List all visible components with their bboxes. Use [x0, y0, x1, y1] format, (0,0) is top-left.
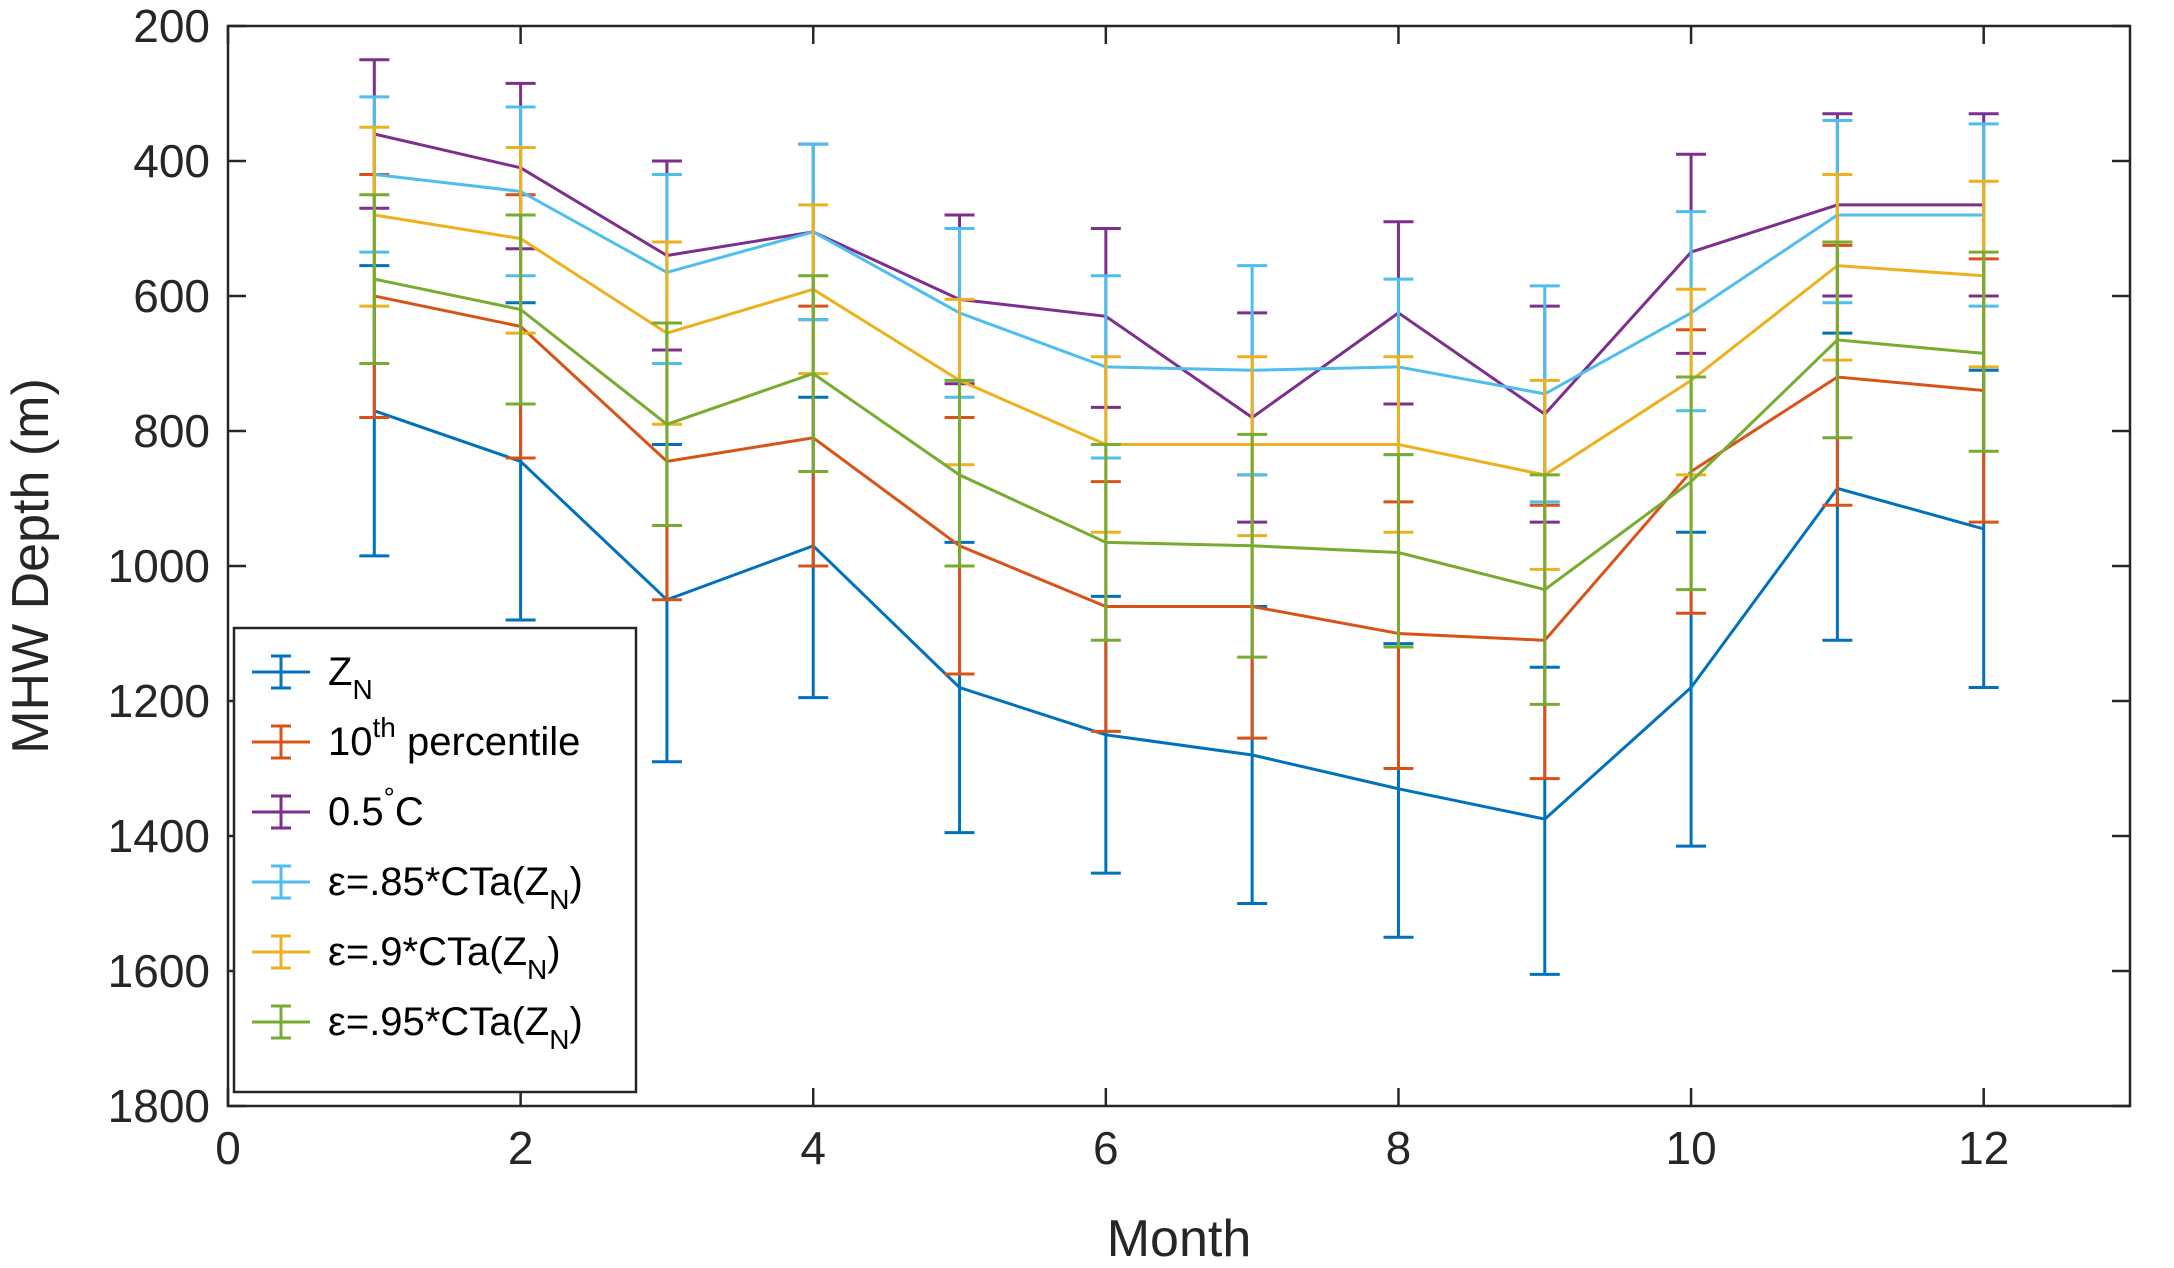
legend-label: ZN: [328, 650, 373, 705]
legend-label: ε=.9*CTa(ZN): [328, 930, 561, 985]
series-3: [359, 95, 1999, 504]
y-tick-label: 200: [133, 0, 210, 52]
legend-subscript: N: [352, 674, 372, 705]
x-tick-label: 10: [1665, 1122, 1716, 1174]
error-bar: [944, 378, 975, 568]
legend-entry: 10th percentile: [252, 712, 580, 764]
legend-superscript: °: [384, 782, 395, 813]
legend-entry: ZN: [252, 650, 373, 705]
x-tick-label: 12: [1958, 1122, 2009, 1174]
legend-label: ε=.95*CTa(ZN): [328, 1000, 583, 1055]
y-tick-label: 1400: [108, 810, 210, 862]
error-bar: [505, 213, 536, 406]
legend-entry: ε=.85*CTa(ZN): [252, 860, 583, 915]
legend-label: 10th percentile: [328, 712, 580, 764]
x-tick-label: 6: [1093, 1122, 1119, 1174]
y-tick-label: 400: [133, 135, 210, 187]
plot-area: [359, 58, 1999, 976]
legend-subscript: N: [549, 884, 569, 915]
error-bar: [1968, 250, 1999, 453]
error-bar: [1383, 453, 1414, 649]
legend-box: [232, 626, 638, 1094]
legend-subscript: N: [549, 1024, 569, 1055]
x-tick-label: 2: [508, 1122, 534, 1174]
series-5: [359, 193, 1999, 706]
legend: ZN 10th percentile 0.5°C ε=.85*CTa(ZN) ε=.9*…: [232, 626, 638, 1094]
error-bar: [1529, 473, 1560, 706]
y-tick-label: 600: [133, 270, 210, 322]
series-line: [373, 294, 1984, 642]
series-line: [373, 132, 1984, 420]
series-line: [373, 409, 1985, 821]
series-4: [359, 125, 1999, 571]
x-tick-label: 0: [215, 1122, 241, 1174]
legend-superscript: th: [373, 712, 396, 743]
y-tick-label: 1200: [108, 675, 210, 727]
legend-subscript: N: [527, 954, 547, 985]
error-bar: [1822, 240, 1853, 440]
y-tick-label: 1000: [108, 540, 210, 592]
y-tick-label: 800: [133, 405, 210, 457]
x-axis-label: Month: [1107, 1210, 1252, 1268]
legend-label: ε=.85*CTa(ZN): [328, 860, 583, 915]
legend-entry: ε=.95*CTa(ZN): [252, 1000, 583, 1055]
error-bar: [798, 274, 829, 473]
x-tick-label: 4: [800, 1122, 826, 1174]
series-line: [374, 213, 1984, 477]
legend-entry: 0.5°C: [252, 782, 424, 834]
error-bar: [1090, 443, 1121, 642]
y-tick-label: 1800: [108, 1080, 210, 1132]
error-bar: [1237, 432, 1268, 659]
error-bar: [359, 193, 390, 365]
legend-entry: ε=.9*CTa(ZN): [252, 930, 561, 985]
axes: 0 2 4 6 8 10 12 200 400 600 800 1000 1200 1400 1600 180…: [2, 0, 2132, 1268]
series-line: [374, 173, 1984, 396]
series-2: [359, 58, 1999, 524]
y-axis-label: MHW Depth (m): [2, 378, 60, 754]
series-line: [373, 277, 1984, 592]
x-tick-label: 8: [1386, 1122, 1412, 1174]
error-bar: [651, 321, 682, 527]
error-bar: [1676, 375, 1707, 592]
y-tick-label: 1600: [108, 945, 210, 997]
legend-label: 0.5°C: [328, 782, 424, 834]
